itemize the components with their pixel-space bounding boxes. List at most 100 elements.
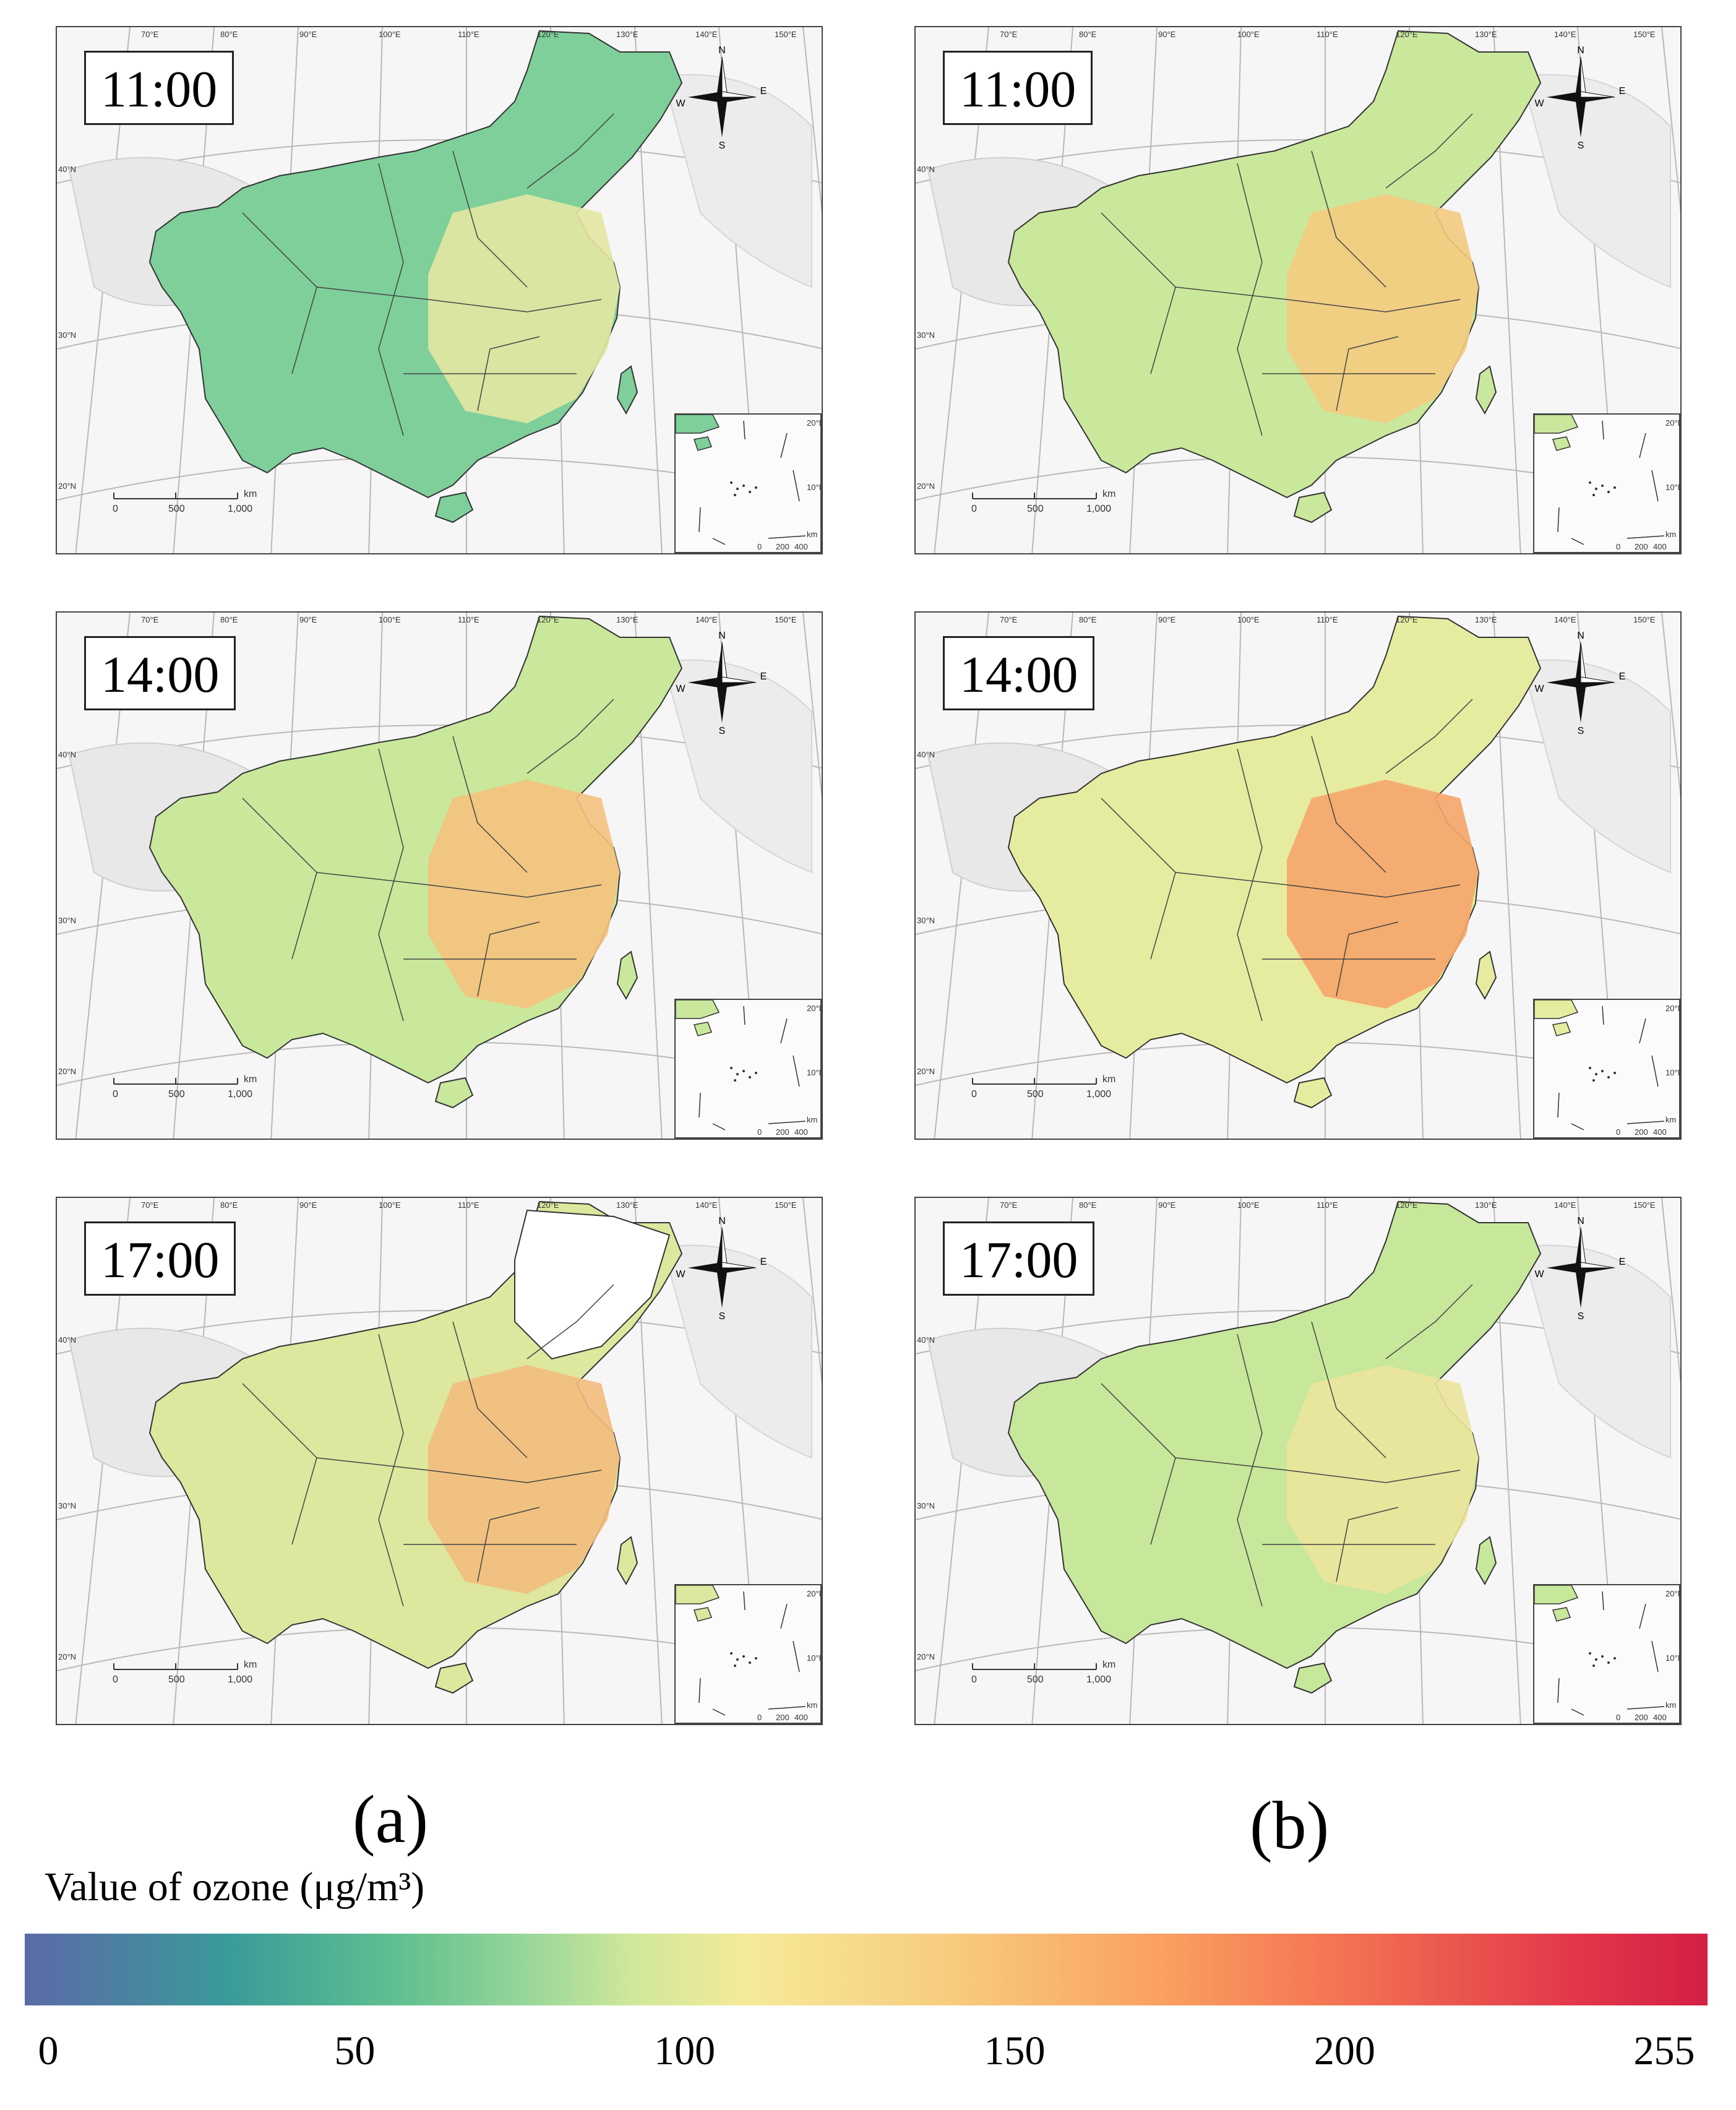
inset-lat-tick: 10°N <box>1665 1068 1679 1077</box>
longitude-line <box>802 27 822 213</box>
inset-island <box>730 1067 733 1069</box>
inset-scale-label: 0 <box>757 1713 762 1722</box>
inset-unit: km <box>807 1115 818 1124</box>
province-border <box>477 1507 540 1582</box>
compass-e: E <box>1619 671 1626 682</box>
longitude-tick-label: 130°E <box>616 30 638 39</box>
map-svg <box>916 27 1680 553</box>
longitude-line <box>802 1198 822 1384</box>
longitude-tick-label: 120°E <box>1396 30 1418 39</box>
compass-n: N <box>1577 631 1584 641</box>
inset-mainland <box>1534 415 1579 434</box>
inset-scale-label: 0 <box>1616 542 1621 551</box>
compass-w: W <box>1534 98 1544 109</box>
inset-scale-label: 200 <box>776 542 789 551</box>
scale-bar: 0 500 1,000 km <box>971 1656 1157 1693</box>
inset-island <box>1607 1661 1610 1664</box>
longitude-tick-label: 130°E <box>616 1200 638 1210</box>
inset-scale-label: 400 <box>794 1127 808 1137</box>
inset-island <box>1589 1067 1591 1069</box>
longitude-tick-label: 70°E <box>1000 1200 1018 1210</box>
latitude-tick-label: 40°N <box>917 165 935 174</box>
hainan-island <box>434 1662 474 1694</box>
inset-lat-tick: 20°N <box>1665 1004 1679 1013</box>
province-border <box>526 1284 614 1359</box>
province-border <box>526 699 614 774</box>
province-border <box>477 921 540 997</box>
scale-bar-unit: km <box>244 1074 257 1085</box>
longitude-tick-label: 80°E <box>220 615 238 624</box>
map-svg <box>916 1198 1680 1724</box>
compass-s: S <box>1578 726 1584 735</box>
scale-bar: 0 500 1,000 km <box>113 1070 298 1108</box>
longitude-tick-label: 100°E <box>379 615 401 624</box>
longitude-tick-label: 140°E <box>1554 1200 1576 1210</box>
province-border <box>452 150 528 288</box>
latitude-tick-label: 30°N <box>917 916 935 925</box>
province-border <box>378 1333 404 1607</box>
longitude-tick-label: 90°E <box>1158 30 1176 39</box>
longitude-tick-label: 150°E <box>775 1200 797 1210</box>
inset-island <box>1592 1664 1595 1667</box>
longitude-tick-label: 110°E <box>458 615 479 624</box>
longitude-tick-label: 140°E <box>1554 615 1576 624</box>
inset-island <box>742 484 745 487</box>
longitude-line <box>1661 1198 1680 1384</box>
scale-bar-unit: km <box>1102 1074 1116 1085</box>
inset-hainan <box>694 1022 712 1036</box>
east-china-fill <box>428 1365 620 1594</box>
latitude-tick-label: 30°N <box>58 330 77 340</box>
province-border <box>1237 163 1263 436</box>
scale-bar-label: 500 <box>168 504 185 514</box>
inset-scale-label: 200 <box>1635 1127 1648 1137</box>
legend-tick-label: 200 <box>1313 2028 1375 2073</box>
inset-hainan <box>694 1607 712 1622</box>
hainan-island <box>1293 1662 1333 1694</box>
inset-island <box>749 1076 751 1079</box>
time-label: 11:00 <box>84 51 234 125</box>
longitude-tick-label: 120°E <box>537 30 559 39</box>
map-panel-b-1400: 70°E 80°E 90°E 100°E 110°E 120°E 130°E 140°E 150… <box>914 611 1682 1140</box>
inset-south-china-sea: 20°N 10°N km 0 200 400 <box>1533 999 1680 1139</box>
longitude-tick-label: 150°E <box>1633 30 1656 39</box>
inset-scale-label: 0 <box>1616 1713 1621 1722</box>
province-border <box>1237 748 1263 1022</box>
inset-island <box>734 494 736 496</box>
longitude-tick-label: 120°E <box>537 1200 559 1210</box>
compass-rose-icon: N S E W <box>1534 45 1627 151</box>
latitude-tick-label: 20°N <box>917 1652 935 1661</box>
inset-nine-dash <box>698 420 806 545</box>
inset-island <box>1595 488 1597 490</box>
province-borders <box>1101 113 1473 436</box>
longitude-tick-label: 140°E <box>1554 30 1576 39</box>
compass-rose-icon: N S E W <box>1534 630 1627 736</box>
longitude-tick-label: 130°E <box>1475 30 1497 39</box>
inset-island <box>730 1652 733 1655</box>
scale-bar-label: 0 <box>113 1089 118 1100</box>
longitude-tick-label: 100°E <box>379 30 401 39</box>
inset-island <box>1607 491 1610 493</box>
legend-tick-label: 0 <box>38 2028 59 2073</box>
inset-lat-tick: 10°N <box>1665 1653 1679 1663</box>
latitude-tick-label: 40°N <box>58 165 77 174</box>
inset-lat-tick: 10°N <box>807 1068 820 1077</box>
inset-island <box>734 1664 736 1667</box>
latitude-tick-label: 20°N <box>58 481 77 491</box>
compass-s: S <box>719 1311 726 1320</box>
latitude-tick-label: 30°N <box>917 330 935 340</box>
inset-island <box>755 486 757 489</box>
longitude-tick-label: 140°E <box>695 30 718 39</box>
inset-mainland <box>1534 1000 1579 1019</box>
compass-e: E <box>760 86 767 97</box>
latitude-tick-label: 20°N <box>58 1067 77 1076</box>
province-border <box>1385 113 1473 189</box>
inset-scale-label: 200 <box>776 1713 789 1722</box>
map-panel-a-1100: 70°E 80°E 90°E 100°E 110°E 120°E 130°E 140°E 150… <box>56 26 823 554</box>
taiwan-island <box>616 365 638 415</box>
scale-bar-label: 500 <box>1027 1089 1044 1100</box>
province-border <box>526 113 614 189</box>
no-data-region <box>514 1209 671 1360</box>
longitude-tick-label: 110°E <box>1317 615 1338 624</box>
compass-rose-icon: N S E W <box>676 45 768 151</box>
scale-bar-label: 0 <box>113 504 118 514</box>
